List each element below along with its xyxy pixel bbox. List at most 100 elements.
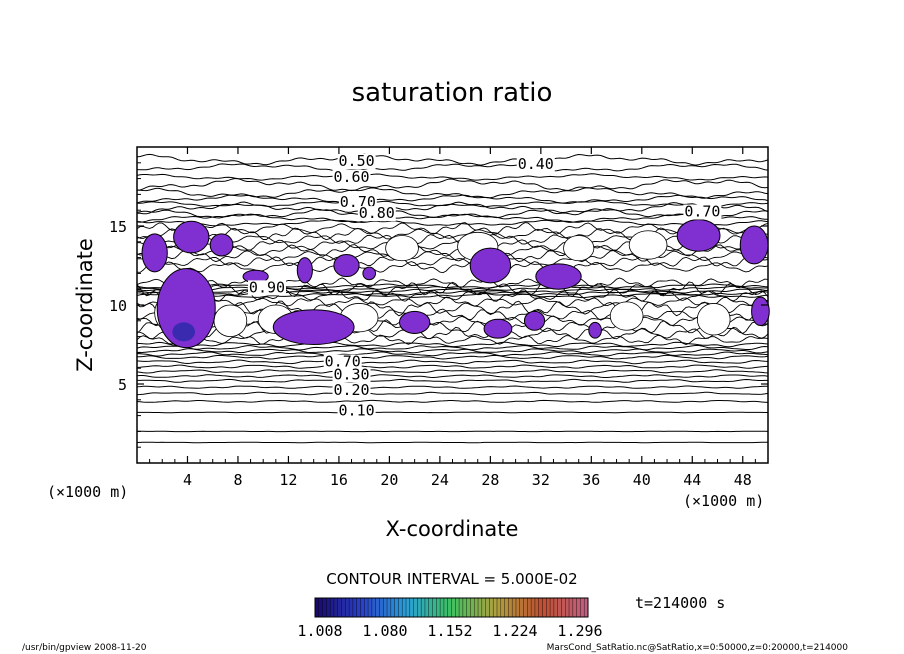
colorbar-cell — [459, 598, 464, 617]
y-tick-label: 5 — [118, 376, 127, 394]
contour-line — [136, 194, 769, 204]
colorbar-cell — [394, 598, 399, 617]
contour-label-bg — [247, 280, 286, 296]
colorbar-tick-label: 1.296 — [557, 622, 602, 640]
colorbar-cell — [512, 598, 517, 617]
colorbar-cell — [398, 598, 403, 617]
contour-line — [136, 348, 769, 354]
contour-line — [136, 219, 769, 227]
contour-patch — [628, 230, 668, 260]
colorbar-cell — [360, 598, 365, 617]
footer-right: MarsCond_SatRatio.nc@SatRatio,x=0:50000,… — [547, 643, 849, 653]
contour-line — [136, 391, 769, 396]
time-label: t=214000 s — [635, 594, 725, 612]
x-tick-label: 40 — [633, 471, 651, 489]
contour-line — [136, 354, 769, 360]
supersat-region — [469, 247, 512, 284]
supersat-region — [523, 310, 546, 331]
x-tick-label: 8 — [233, 471, 242, 489]
colorbar-cell — [421, 598, 426, 617]
contour-line — [136, 289, 769, 302]
colorbar-tick-label: 1.152 — [427, 622, 472, 640]
colorbar-cell — [417, 598, 422, 617]
supersat-region — [156, 268, 216, 349]
colorbar-cell — [550, 598, 555, 617]
colorbar-tick-labels: 1.008 1.080 1.152 1.224 1.296 — [297, 622, 602, 640]
contour-line — [136, 288, 769, 294]
colorbar-cell — [466, 598, 471, 617]
contour-patch — [696, 303, 731, 336]
contour-label-bg — [337, 403, 376, 419]
contour-line — [136, 163, 769, 172]
contour-line — [136, 187, 769, 199]
colorbar-cell — [455, 598, 460, 617]
colorbar-cell — [436, 598, 441, 617]
colorbar-cell — [345, 598, 350, 617]
colorbar-cell — [341, 598, 346, 617]
contour-line — [136, 341, 769, 348]
supersat-region — [296, 257, 313, 284]
contour-label-bg — [323, 354, 362, 370]
colorbar-cell — [523, 598, 528, 617]
colorbar-tick-label: 1.008 — [297, 622, 342, 640]
colorbar-cell — [462, 598, 467, 617]
plot-area: 0.500.600.400.700.80 0.700.900.700.300.20… — [109, 146, 770, 489]
x-tick-label: 32 — [532, 471, 550, 489]
contour-line — [136, 200, 769, 208]
colorbar-cell — [481, 598, 486, 617]
colorbar-cell — [326, 598, 331, 617]
chart-title: saturation ratio — [352, 78, 553, 108]
colorbar-tick-label: 1.224 — [492, 622, 537, 640]
y-tick-label: 15 — [109, 218, 127, 236]
contour-line — [137, 378, 768, 383]
colorbar-cell — [565, 598, 570, 617]
colorbar-cell — [375, 598, 380, 617]
colorbar-cell — [580, 598, 585, 617]
contour-line — [136, 173, 769, 181]
colorbar — [314, 597, 589, 618]
supersat-region — [362, 266, 377, 281]
contour-line — [136, 277, 769, 289]
colorbar-cell — [493, 598, 498, 617]
colorbar-cell — [474, 598, 479, 617]
contour-lines — [136, 153, 769, 444]
colorbar-cell — [333, 598, 339, 617]
colorbar-cell — [383, 598, 388, 617]
colorbar-cell — [470, 598, 475, 617]
colorbar-cell — [440, 598, 445, 617]
contour-interval: CONTOUR INTERVAL = 5.000E-02 — [326, 570, 577, 588]
contour-line — [136, 399, 769, 403]
contour-line — [136, 261, 769, 274]
supersat-region — [272, 309, 355, 345]
colorbar-cell — [531, 598, 536, 617]
colorbar-cell — [584, 598, 589, 617]
contour-line — [136, 153, 769, 166]
contour-line — [136, 351, 769, 357]
x-tick-label: 48 — [734, 471, 752, 489]
colorbar-cell — [572, 598, 577, 617]
colorbar-cell — [364, 598, 369, 617]
contour-label: 0.80 — [359, 204, 395, 222]
y-tick-label: 10 — [109, 297, 127, 315]
contour-line — [136, 213, 768, 224]
contour-label-bg — [332, 169, 371, 185]
contour-line — [136, 201, 769, 216]
colorbar-cell — [497, 598, 502, 617]
colorbar-tick-label: 1.080 — [362, 622, 407, 640]
colorbar-cell — [443, 598, 449, 617]
supersat-region — [588, 321, 602, 339]
colorbar-cell — [337, 598, 342, 617]
contour-line — [136, 283, 769, 289]
contour-label-bg — [332, 383, 371, 399]
supersat-core — [172, 322, 196, 342]
contour-patch — [385, 235, 419, 262]
contour-line — [136, 281, 769, 298]
colorbar-cell — [432, 598, 437, 617]
supersat-region — [209, 233, 234, 257]
contour-label-bg — [357, 206, 396, 222]
colorbar-cell — [379, 598, 384, 617]
x-unit-left: (×1000 m) — [47, 483, 128, 501]
colorbar-cell — [515, 598, 521, 617]
x-tick-label: 20 — [380, 471, 398, 489]
footer-left: /usr/bin/gpview 2008-11-20 — [22, 643, 147, 653]
